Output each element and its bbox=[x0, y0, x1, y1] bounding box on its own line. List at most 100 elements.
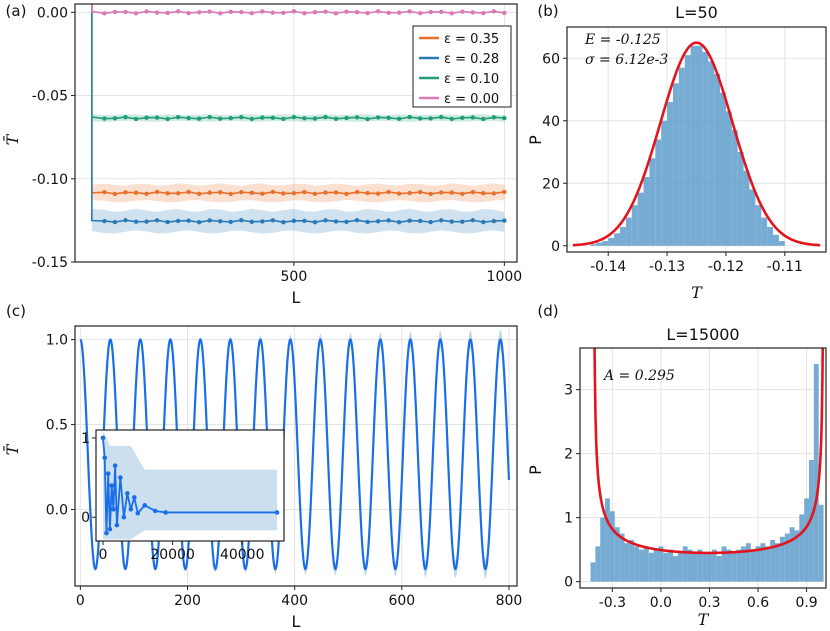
a-point-pink bbox=[354, 10, 360, 15]
a-point-pink bbox=[281, 10, 286, 15]
b-annotation-e: E = -0.125 bbox=[584, 32, 661, 48]
a-panel-label: (a) bbox=[6, 2, 27, 20]
b-hist-bar bbox=[655, 139, 662, 246]
d-hist-bar bbox=[745, 543, 751, 582]
d-hist-bar bbox=[784, 533, 790, 582]
a-point-blue bbox=[133, 219, 139, 224]
d-hist-bar bbox=[702, 552, 708, 582]
a-point-pink bbox=[470, 10, 475, 15]
b-hist-bar bbox=[667, 102, 673, 246]
a-point-orange bbox=[502, 189, 507, 195]
d-panel-label: (d) bbox=[537, 302, 558, 320]
b-hist-bar bbox=[625, 217, 632, 246]
d-frame bbox=[579, 347, 827, 589]
d-hist-bar bbox=[789, 527, 795, 582]
c-inset-xtick-label: 20000 bbox=[150, 547, 195, 563]
a-point-orange bbox=[281, 191, 286, 196]
a-point-pink bbox=[112, 9, 118, 15]
b-hist-bar bbox=[767, 227, 774, 246]
d-hist-bar bbox=[755, 546, 761, 582]
a-point-green bbox=[144, 115, 149, 120]
d-hist-bar bbox=[760, 543, 766, 582]
d-hist-bar bbox=[648, 552, 654, 582]
d-hist-bar bbox=[697, 549, 703, 582]
c-inset-point bbox=[152, 508, 158, 514]
d-hist-bar bbox=[799, 514, 805, 582]
a-point-orange bbox=[312, 191, 318, 197]
d-hist-bar bbox=[770, 540, 776, 582]
a-point-pink bbox=[165, 10, 170, 16]
a-legend-label: ε = 0.10 bbox=[444, 72, 499, 87]
a-point-green bbox=[291, 114, 297, 120]
b-panel-label: (b) bbox=[537, 2, 558, 20]
b-hist-bar bbox=[637, 192, 644, 246]
a-point-pink bbox=[333, 11, 339, 16]
b-hist-bar bbox=[731, 130, 738, 246]
a-point-orange bbox=[333, 190, 339, 195]
d-xtick-label: 0.9 bbox=[795, 595, 817, 611]
a-point-green bbox=[123, 114, 128, 120]
d-hist-bar bbox=[658, 546, 664, 582]
a-point-orange bbox=[396, 191, 402, 196]
c-inset-point bbox=[274, 510, 280, 515]
a-point-green bbox=[460, 115, 465, 121]
a-point-blue bbox=[312, 219, 318, 225]
c-inset-point bbox=[112, 463, 118, 468]
a-point-orange bbox=[123, 190, 128, 195]
d-hist-bar bbox=[643, 546, 649, 582]
a-point-green bbox=[428, 116, 433, 121]
d-fit-curve bbox=[593, 348, 825, 555]
c-xtick-label: 800 bbox=[496, 593, 523, 609]
a-point-pink bbox=[270, 10, 276, 15]
c-inset-ytick-label: 1 bbox=[81, 431, 90, 447]
c-xlabel: L bbox=[292, 612, 301, 631]
d-hist-bar bbox=[775, 543, 780, 582]
d-title: L=15000 bbox=[666, 325, 739, 344]
b-hist-bar bbox=[737, 152, 744, 246]
a-point-blue bbox=[502, 218, 507, 223]
b-hist-bar bbox=[749, 189, 756, 246]
b-hist-bar bbox=[661, 120, 668, 246]
a-point-orange bbox=[460, 191, 465, 197]
b-hist-bar bbox=[761, 217, 768, 246]
d-hist-bar bbox=[687, 549, 693, 582]
a-point-orange bbox=[196, 191, 202, 196]
a-point-orange bbox=[386, 189, 391, 195]
c-inset-point bbox=[128, 506, 134, 512]
a-point-green bbox=[249, 116, 254, 122]
d-hist-bar bbox=[818, 504, 824, 582]
a-ylabel: T̄ bbox=[1, 133, 22, 145]
a-point-pink bbox=[460, 9, 465, 14]
a-point-orange bbox=[144, 191, 149, 196]
a-point-orange bbox=[323, 190, 328, 195]
d-hist-bar bbox=[595, 546, 601, 582]
a-ytick-label: -0.15 bbox=[32, 255, 68, 271]
b-hist-bar bbox=[708, 61, 715, 246]
a-point-blue bbox=[470, 218, 475, 223]
a-point-pink bbox=[144, 9, 149, 14]
a-point-green bbox=[449, 116, 454, 122]
a-point-orange bbox=[354, 189, 360, 195]
c-inset-point bbox=[135, 510, 141, 516]
c-ytick-label: 1.0 bbox=[46, 333, 68, 349]
a-point-pink bbox=[481, 10, 486, 16]
a-point-blue bbox=[228, 219, 233, 225]
b-hist-bar bbox=[678, 67, 685, 246]
b-hist-bar bbox=[720, 92, 726, 246]
c-inset-point bbox=[131, 495, 137, 500]
d-hist-bar bbox=[716, 556, 722, 582]
a-point-green bbox=[354, 115, 360, 120]
c-xtick-label: 200 bbox=[174, 593, 201, 609]
a-point-blue bbox=[449, 219, 454, 224]
a-point-green bbox=[491, 115, 497, 120]
c-xtick-label: 0 bbox=[76, 593, 85, 609]
a-point-orange bbox=[365, 190, 370, 196]
a-point-orange bbox=[239, 190, 244, 195]
a-point-orange bbox=[228, 191, 233, 197]
b-hist-bar bbox=[596, 242, 603, 246]
d-ytick-label: 1 bbox=[564, 511, 573, 527]
d-hist-bar bbox=[653, 549, 659, 582]
a-point-orange bbox=[449, 190, 454, 195]
a-point-pink bbox=[428, 9, 433, 15]
a-point-pink bbox=[228, 9, 233, 14]
